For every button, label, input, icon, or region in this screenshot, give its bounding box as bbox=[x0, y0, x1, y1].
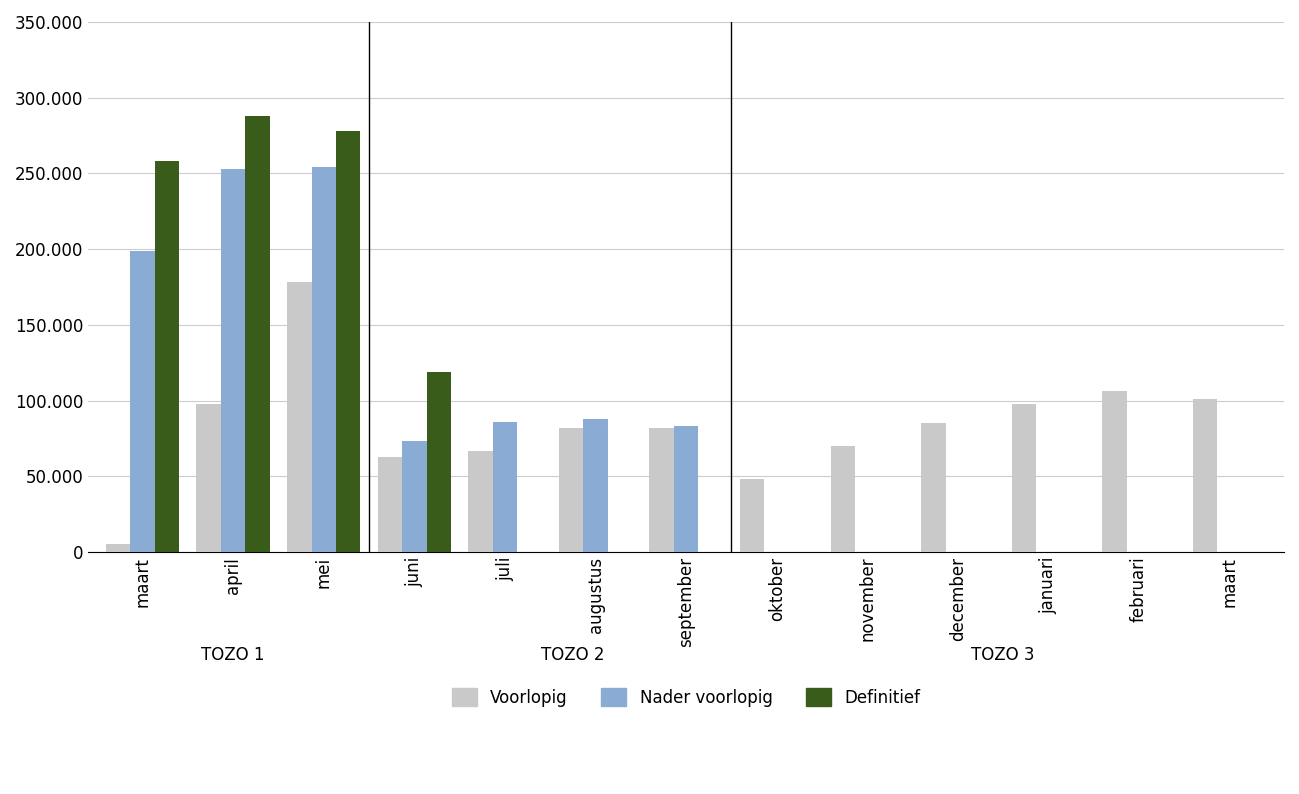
Bar bbox=[196, 403, 221, 552]
Text: TOZO 3: TOZO 3 bbox=[972, 646, 1035, 664]
Bar bbox=[403, 441, 426, 552]
Bar bbox=[312, 168, 336, 552]
Bar bbox=[1012, 403, 1037, 552]
Bar bbox=[130, 251, 155, 552]
Bar bbox=[492, 422, 517, 552]
Bar bbox=[378, 457, 403, 552]
Bar bbox=[740, 480, 765, 552]
Bar bbox=[650, 428, 674, 552]
Bar bbox=[107, 545, 130, 552]
Bar bbox=[830, 446, 855, 552]
Bar bbox=[287, 283, 312, 552]
Bar bbox=[336, 131, 360, 552]
Bar bbox=[468, 450, 492, 552]
Bar bbox=[246, 116, 270, 552]
Text: TOZO 2: TOZO 2 bbox=[542, 646, 604, 664]
Bar bbox=[559, 428, 583, 552]
Legend: Voorlopig, Nader voorlopig, Definitief: Voorlopig, Nader voorlopig, Definitief bbox=[446, 682, 927, 713]
Bar bbox=[674, 426, 699, 552]
Bar bbox=[221, 169, 246, 552]
Text: TOZO 1: TOZO 1 bbox=[201, 646, 265, 664]
Bar bbox=[921, 423, 946, 552]
Bar bbox=[1103, 391, 1126, 552]
Bar bbox=[155, 161, 179, 552]
Bar bbox=[1192, 399, 1217, 552]
Bar bbox=[426, 372, 451, 552]
Bar bbox=[583, 418, 608, 552]
